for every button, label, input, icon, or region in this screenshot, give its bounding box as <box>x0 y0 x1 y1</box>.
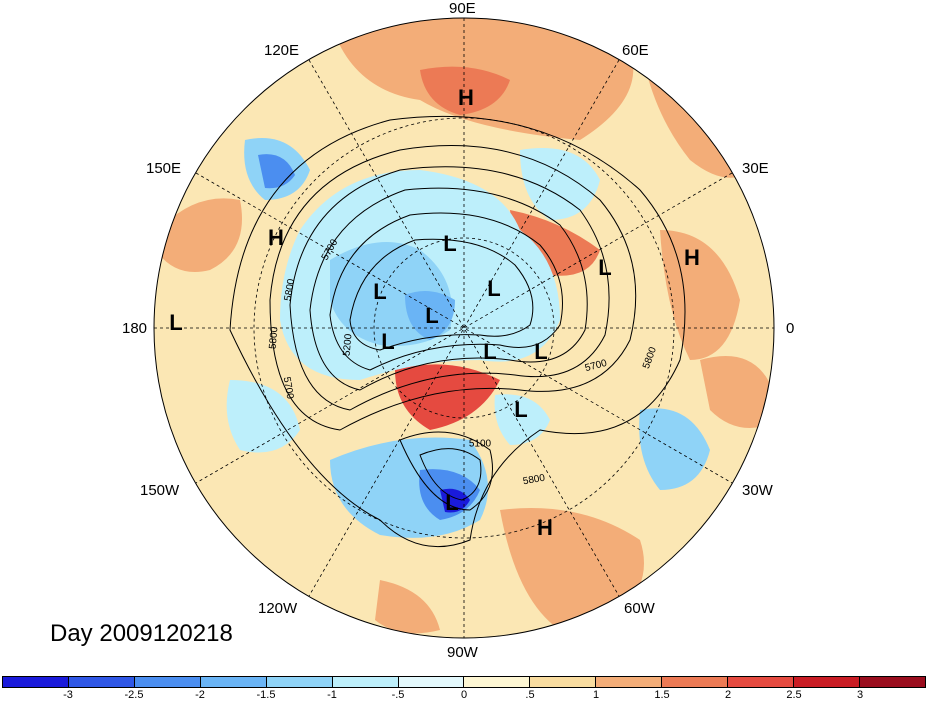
colorbar-tick-label: -1 <box>327 689 337 701</box>
colorbar-tick-label: -2.5 <box>124 689 144 701</box>
lon-label-60w: 60W <box>624 600 655 617</box>
colorbar-tick-label: -.5 <box>391 689 405 701</box>
colorbar-segment <box>530 677 597 687</box>
colorbar-segment <box>859 677 925 687</box>
colorbar-tick-label: .5 <box>525 689 535 701</box>
low-center: L <box>381 329 395 354</box>
lon-label-30w: 30W <box>742 482 773 499</box>
low-center: L <box>487 276 501 301</box>
low-center: L <box>169 310 183 335</box>
high-center: H <box>268 225 284 250</box>
low-center: L <box>425 303 439 328</box>
colorbar-segment <box>68 677 135 687</box>
date-title: Day 2009120218 <box>50 620 233 647</box>
colorbar-segment <box>134 677 201 687</box>
lon-label-150e: 150E <box>146 160 182 177</box>
colorbar-segment <box>3 677 69 687</box>
colorbar-tick-label: 2.5 <box>786 689 802 701</box>
high-center: H <box>537 515 553 540</box>
colorbar-segment <box>332 677 399 687</box>
colorbar-tick-label: 3 <box>856 689 864 701</box>
colorbar-segment <box>398 677 465 687</box>
height-contours <box>229 115 686 548</box>
colorbar <box>2 676 926 688</box>
low-center: L <box>514 397 528 422</box>
contour-label: 5200 <box>341 333 355 357</box>
lon-label-60e: 60E <box>622 42 649 59</box>
lon-label-30e: 30E <box>742 160 769 177</box>
colorbar-segment <box>266 677 333 687</box>
colorbar-tick-label: 2 <box>724 689 732 701</box>
colorbar-tick-label: 1.5 <box>654 689 670 701</box>
colorbar-segment <box>728 677 795 687</box>
graticule <box>154 18 774 638</box>
colorbar-segment <box>464 677 531 687</box>
colorbar-segment <box>200 677 267 687</box>
high-center: H <box>684 245 700 270</box>
colorbar-tick-label: -3 <box>63 689 73 701</box>
colorbar-tick-label: -2 <box>195 689 205 701</box>
lon-label-0: 0 <box>786 320 795 337</box>
low-center: L <box>534 339 548 364</box>
low-center: L <box>373 279 387 304</box>
colorbar-segment <box>596 677 663 687</box>
low-center: L <box>483 339 497 364</box>
high-center: H <box>458 85 474 110</box>
lon-label-120w: 120W <box>258 600 298 617</box>
lon-label-120e: 120E <box>264 42 300 59</box>
low-center: L <box>598 255 612 280</box>
colorbar-tick-label: 1 <box>592 689 600 701</box>
lon-label-150w: 150W <box>140 482 180 499</box>
contour-label: 5800 <box>267 326 281 350</box>
low-center: L <box>445 490 459 515</box>
lon-label-90w: 90W <box>447 644 478 661</box>
lon-label-90e: 90E <box>449 0 476 17</box>
colorbar-segment <box>662 677 729 687</box>
contour-label: 5100 <box>468 438 492 450</box>
lon-label-180: 180 <box>122 320 148 337</box>
colorbar-segment <box>794 677 860 687</box>
colorbar-tick-label: 0 <box>460 689 468 701</box>
colorbar-tick-label: -1.5 <box>256 689 276 701</box>
low-center: L <box>443 231 457 256</box>
